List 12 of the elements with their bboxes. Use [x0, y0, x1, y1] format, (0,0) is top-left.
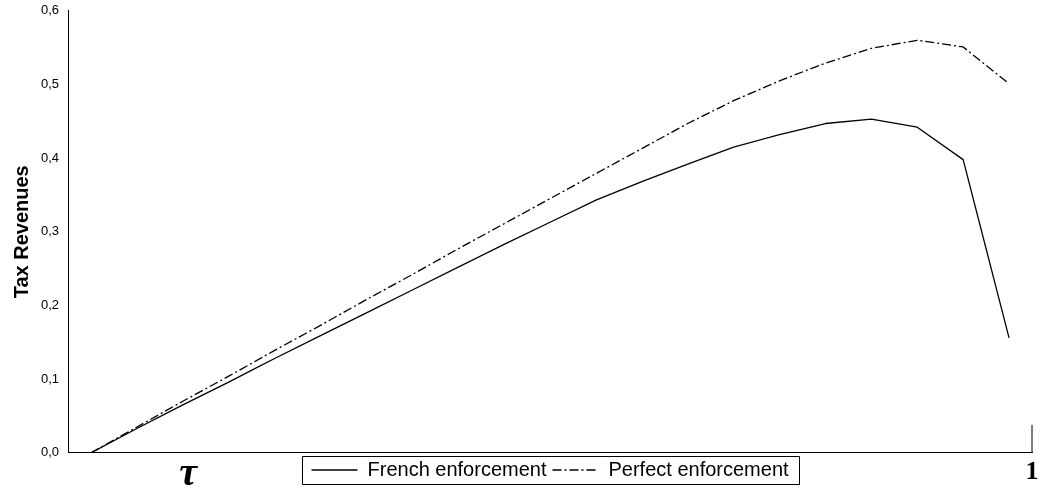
y-tick-label: 0,0	[40, 444, 60, 460]
y-tick-label: 0,2	[40, 297, 60, 313]
y-tick-label: 0,4	[40, 149, 60, 165]
legend-label: Perfect enforcement	[608, 457, 790, 480]
y-tick-label: 0,3	[40, 223, 60, 239]
legend-label: French enforcement	[367, 457, 547, 480]
y-tick-label: 0,6	[40, 2, 60, 18]
y-tick-label: 0,1	[40, 370, 60, 386]
text: 1	[1025, 455, 1039, 485]
y-tick-label: 0,5	[40, 76, 60, 92]
x-axis-title: τ	[179, 449, 199, 490]
y-axis-title: Tax Revenues	[9, 165, 32, 299]
